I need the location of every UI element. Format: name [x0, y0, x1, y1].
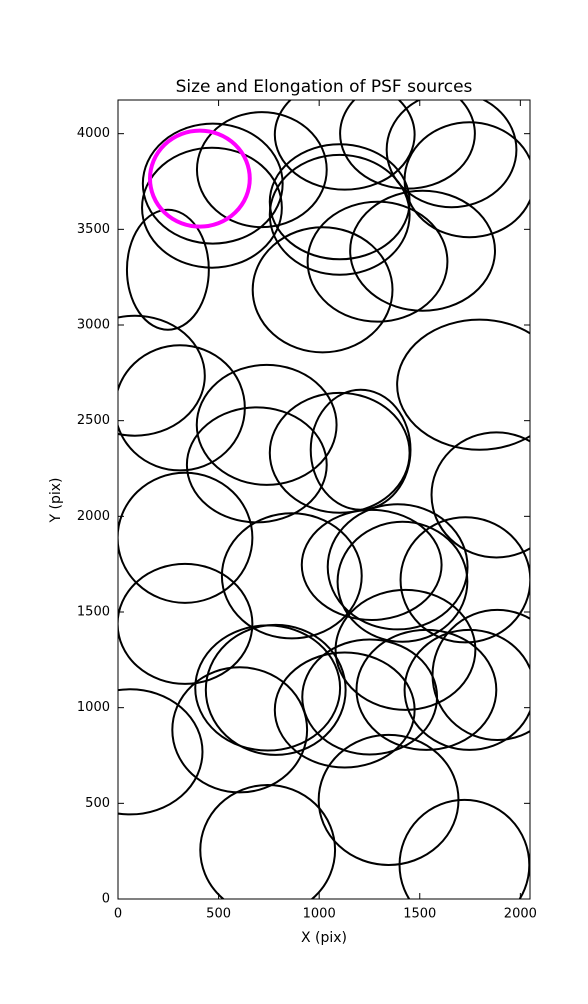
psf-ellipse	[268, 143, 411, 261]
psf-ellipse	[355, 628, 498, 751]
x-tick-label: 2000	[504, 907, 537, 922]
psf-ellipse	[195, 363, 338, 486]
psf-ellipse	[273, 100, 416, 191]
psf-ellipse	[273, 651, 416, 769]
psf-ellipse	[118, 471, 254, 604]
x-tick-label: 500	[206, 907, 231, 922]
psf-ellipse	[118, 688, 204, 816]
y-tick-label: 0	[102, 892, 110, 907]
psf-ellipse	[301, 638, 439, 756]
psf-ellipse	[398, 798, 530, 899]
psf-ellipse	[399, 516, 530, 644]
psf-ellipse	[147, 128, 252, 229]
plot-area	[118, 100, 530, 899]
psf-ellipse	[141, 146, 283, 269]
psf-ellipse	[251, 226, 394, 354]
psf-ellipse	[220, 512, 363, 640]
psf-ellipse	[349, 189, 496, 312]
y-tick-label: 1000	[77, 700, 110, 715]
axes-frame	[117, 99, 531, 900]
psf-ellipse	[141, 122, 284, 245]
y-tick-label: 4000	[77, 126, 110, 141]
psf-ellipse	[336, 520, 469, 643]
x-tick-label: 1000	[303, 907, 336, 922]
x-axis-label: X (pix)	[301, 930, 347, 946]
psf-ellipse	[204, 623, 347, 756]
psf-ellipse	[430, 431, 530, 559]
psf-ellipse	[199, 783, 337, 899]
psf-ellipse	[396, 318, 530, 451]
y-axis-label: Y (pix)	[48, 478, 64, 524]
x-tick-label: 1500	[403, 907, 436, 922]
y-tick-label: 2000	[77, 509, 110, 524]
psf-ellipse	[268, 153, 411, 276]
x-tick-label: 0	[114, 907, 122, 922]
psf-ellipse	[118, 562, 254, 685]
psf-ellipse	[300, 508, 443, 621]
psf-ellipse	[385, 100, 518, 209]
psf-ellipse	[118, 314, 206, 437]
y-tick-label: 500	[85, 796, 110, 811]
psf-ellipse	[125, 208, 210, 331]
psf-ellipse	[306, 200, 449, 323]
psf-ellipse	[334, 588, 477, 711]
psf-ellipse	[171, 666, 309, 794]
y-tick-label: 1500	[77, 605, 110, 620]
psf-ellipse	[403, 628, 530, 751]
y-tick-label: 3000	[77, 318, 110, 333]
y-tick-label: 3500	[77, 222, 110, 237]
y-tick-label: 2500	[77, 413, 110, 428]
psf-ellipse	[326, 503, 469, 631]
chart-title: Size and Elongation of PSF sources	[176, 77, 473, 97]
